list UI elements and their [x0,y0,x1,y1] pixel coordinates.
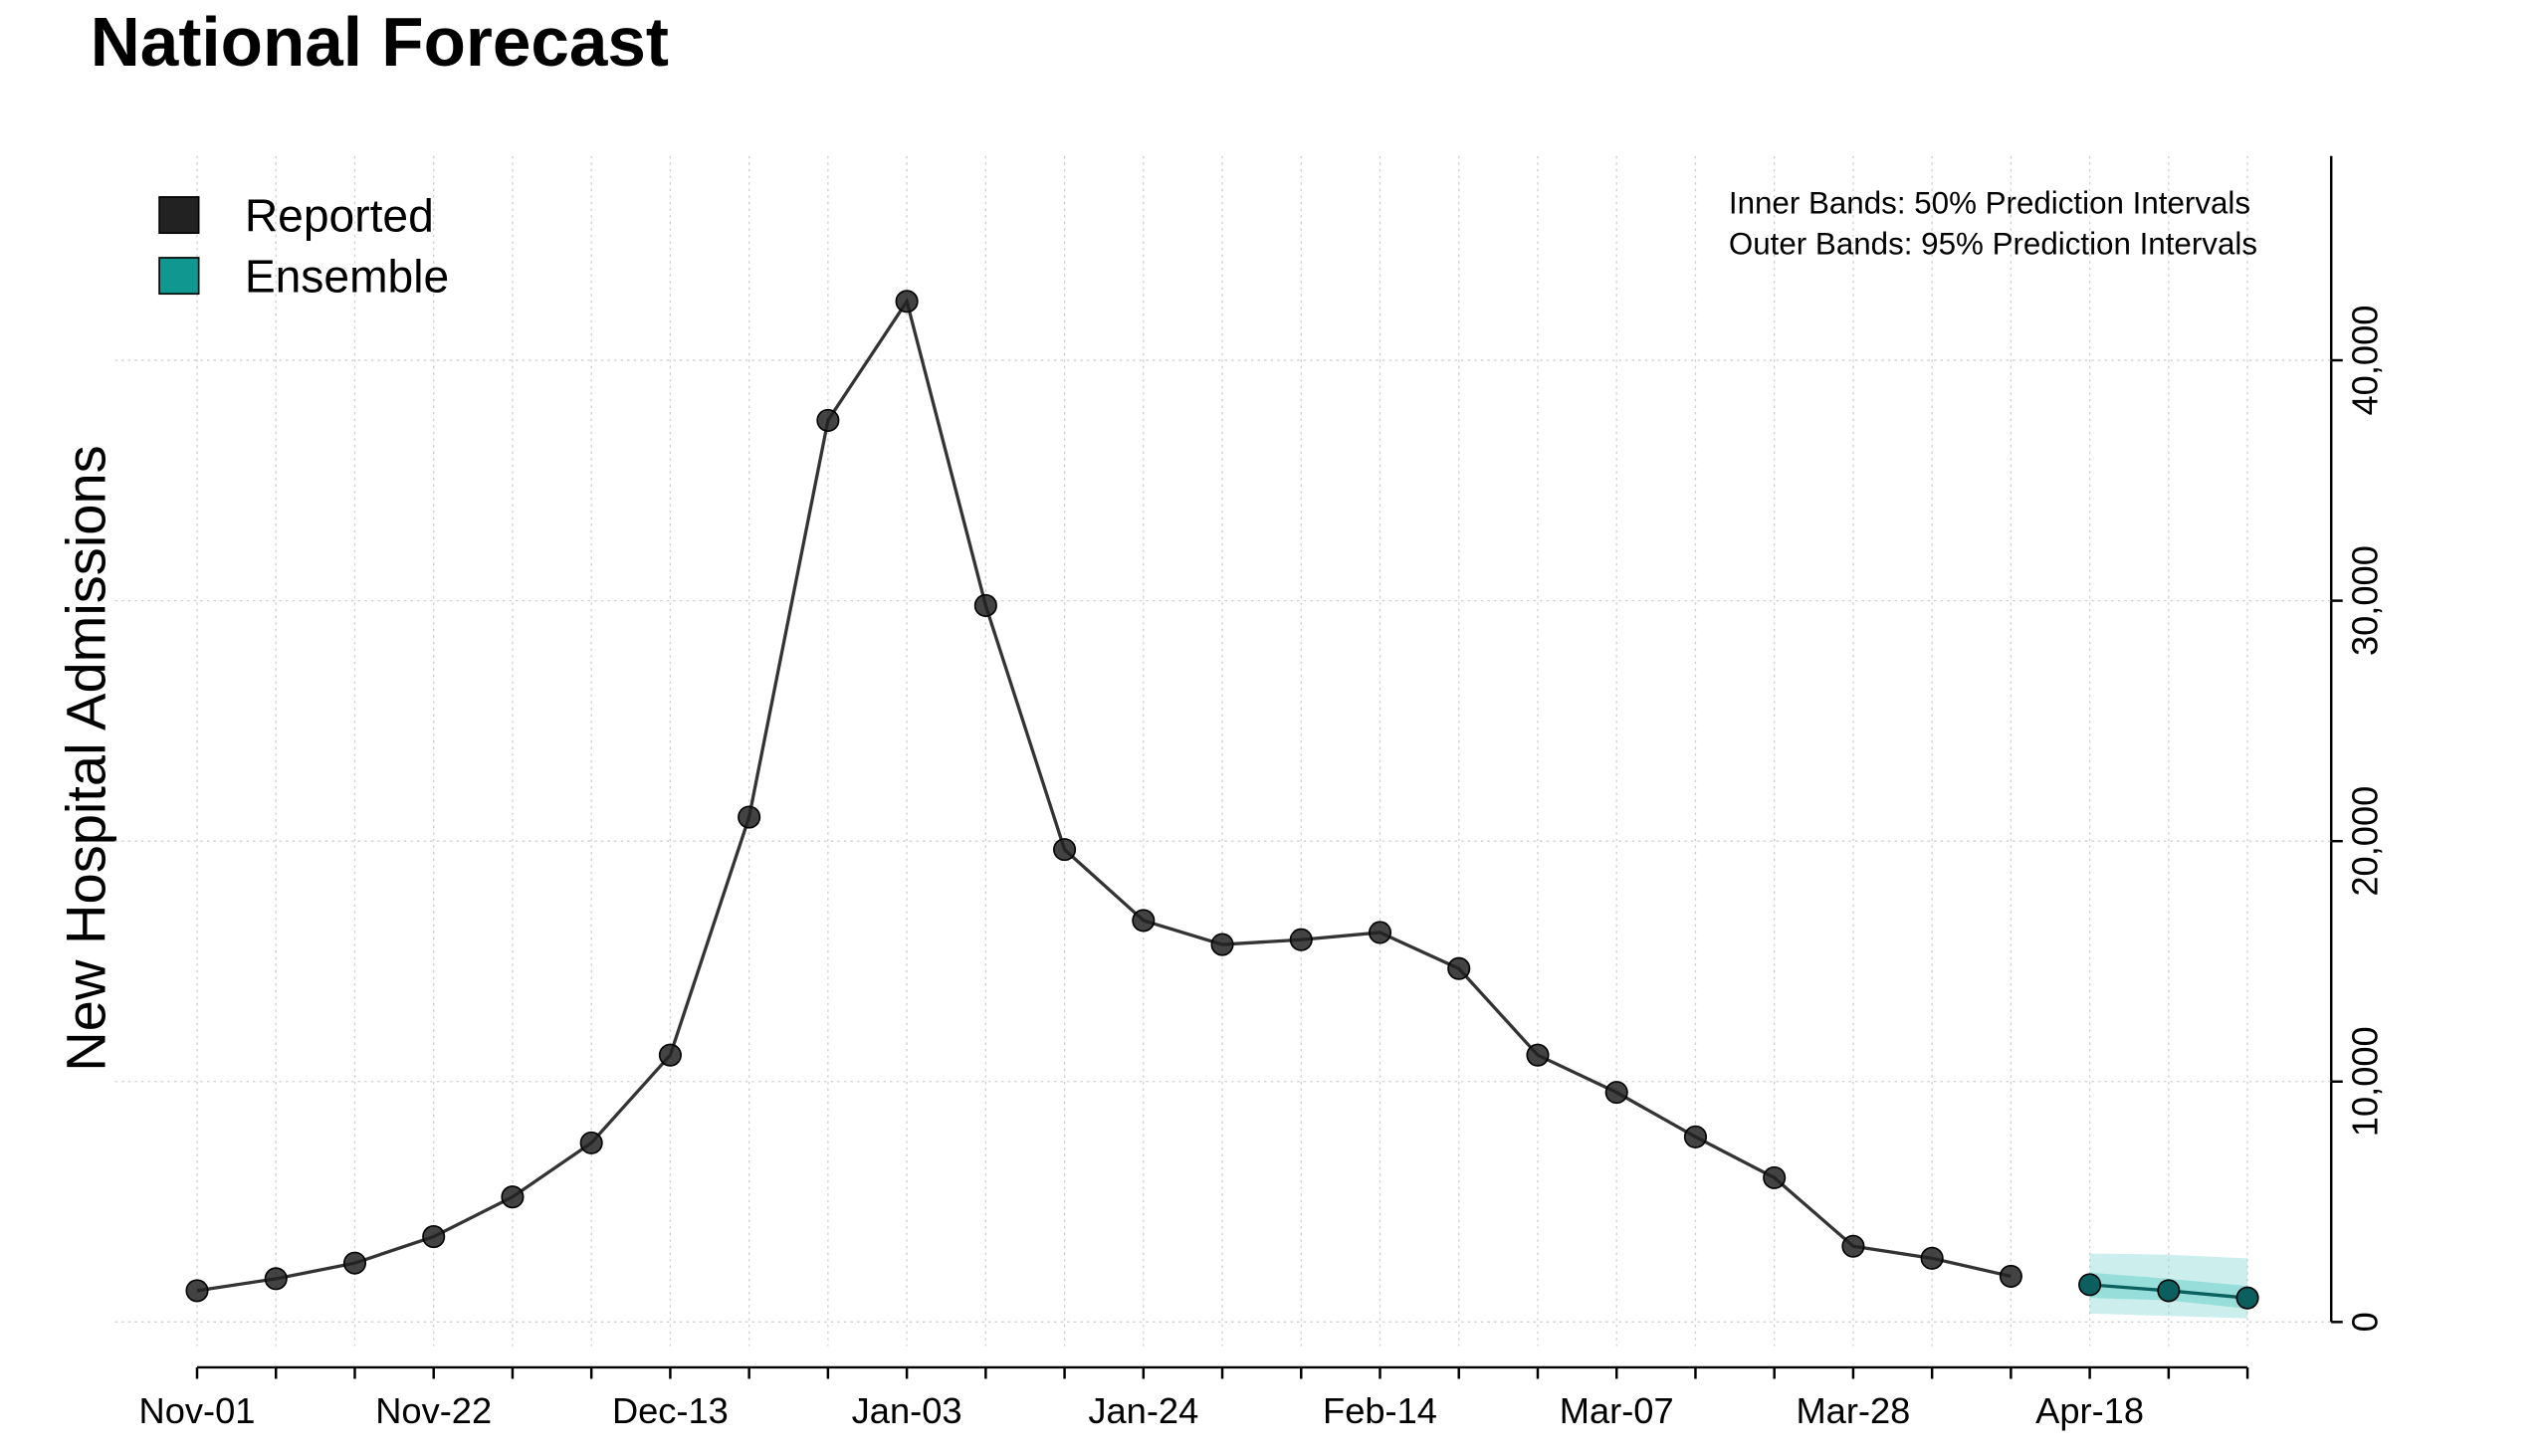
data-point [342,1251,367,1275]
x-tick-label: Jan-03 [852,1390,962,1431]
x-tick-label: Feb-14 [1323,1390,1437,1431]
data-point [1526,1043,1550,1067]
data-point [1132,909,1156,933]
x-tick-label: Apr-18 [2035,1390,2144,1431]
x-tick-label: Jan-24 [1088,1390,1198,1431]
data-point [422,1225,446,1249]
data-point [185,1279,209,1303]
y-tick-label: 20,000 [2344,786,2385,897]
data-point [816,408,840,432]
x-tick-label: Nov-01 [139,1390,256,1431]
y-tick-label: 40,000 [2344,306,2385,416]
data-point [579,1131,603,1154]
legend-label: Reported [245,190,434,242]
data-point [738,805,761,829]
legend-swatch [158,196,200,235]
data-point [1604,1081,1628,1105]
data-point [1920,1246,1944,1270]
series-line [196,297,2012,1293]
data-point [2235,1286,2259,1310]
data-point [1210,933,1234,956]
data-point [264,1267,288,1291]
data-point [973,593,997,617]
data-point [2157,1279,2181,1303]
y-tick-label: 0 [2344,1312,2385,1332]
data-point [1447,956,1471,980]
y-axis-label: New Hospital Admissions [55,445,117,1071]
data-point [1053,838,1077,862]
legend-swatch [158,257,200,296]
chart-title: National Forecast [91,3,669,81]
y-tick-label: 30,000 [2344,545,2385,656]
data-point [1763,1165,1787,1189]
annotation: Outer Bands: 95% Prediction Intervals [1729,227,2257,262]
x-tick-label: Nov-22 [375,1390,492,1431]
data-point [1999,1264,2022,1288]
y-tick-label: 10,000 [2344,1026,2385,1137]
annotation: Inner Bands: 50% Prediction Intervals [1729,185,2250,220]
data-point [1368,921,1392,944]
data-point [501,1185,525,1209]
x-tick-label: Dec-13 [612,1390,729,1431]
data-point [1289,928,1313,951]
data-point [1683,1125,1707,1148]
data-point [895,290,919,313]
data-point [658,1043,682,1067]
x-tick-label: Mar-28 [1796,1390,1910,1431]
data-point [2078,1273,2102,1297]
x-tick-label: Mar-07 [1560,1390,1674,1431]
legend-label: Ensemble [245,251,449,303]
data-point [1841,1234,1865,1258]
